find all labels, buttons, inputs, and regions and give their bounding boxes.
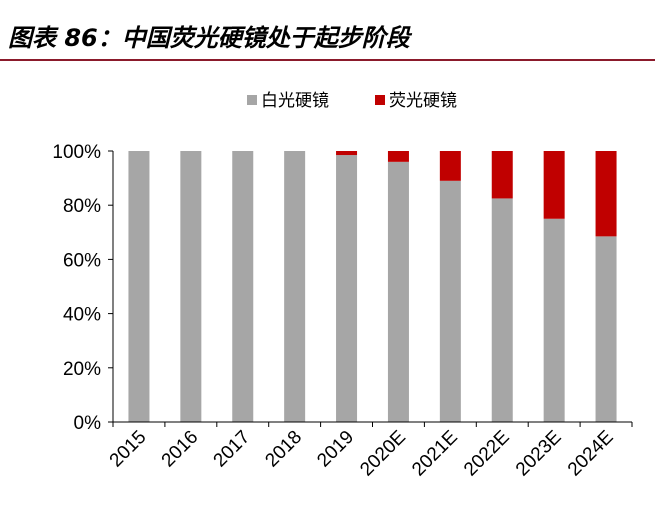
x-tick-label: 2018 bbox=[261, 427, 306, 472]
legend-swatch-2 bbox=[375, 95, 385, 105]
x-tick-label: 2024E bbox=[564, 427, 618, 481]
x-axis: 2015 2016 2017 2018 20192020E2021E2022E2023E… bbox=[106, 421, 633, 481]
bar-fluorescent-lens-2023E bbox=[543, 151, 565, 219]
bar-fluorescent-lens-2020E bbox=[387, 151, 409, 162]
y-tick-label: 0% bbox=[74, 413, 102, 434]
legend-label-2: 荧光硬镜 bbox=[389, 91, 457, 111]
x-tick-label: 2016 bbox=[158, 427, 203, 472]
bar-white-lens-2024E bbox=[595, 236, 617, 422]
x-tick-label: 2017 bbox=[210, 427, 255, 472]
y-axis: 0% 20% 40% 60% 80% 100% bbox=[52, 142, 114, 434]
x-tick-label: 2023E bbox=[512, 427, 566, 481]
bar-white-lens-2022E bbox=[491, 198, 513, 422]
bar-white-lens-2019 bbox=[336, 155, 358, 422]
bar-white-lens-2015 bbox=[128, 151, 150, 422]
bar-white-lens-2016 bbox=[180, 151, 202, 422]
x-tick-label: 2020E bbox=[356, 427, 410, 481]
x-tick-label: 2019 bbox=[313, 427, 358, 472]
bar-white-lens-2018 bbox=[284, 151, 306, 422]
bar-fluorescent-lens-2024E bbox=[595, 151, 617, 237]
figure-title: 图表 86：中国荧光硬镜处于起步阶段 bbox=[8, 24, 410, 52]
title-divider bbox=[0, 59, 655, 61]
y-tick-label: 60% bbox=[63, 250, 101, 271]
x-tick-label: 2021E bbox=[408, 427, 462, 481]
bar-fluorescent-lens-2021E bbox=[439, 151, 461, 181]
x-tick-label: 2015 bbox=[106, 427, 151, 472]
x-tick-label: 2022E bbox=[460, 427, 514, 481]
bar-fluorescent-lens-2022E bbox=[491, 151, 513, 199]
y-tick-label: 100% bbox=[52, 142, 101, 163]
legend-label-1: 白光硬镜 bbox=[261, 91, 329, 111]
title-bar: 图表 86：中国荧光硬镜处于起步阶段 bbox=[0, 0, 655, 61]
legend: 白光硬镜 荧光硬镜 bbox=[247, 91, 457, 111]
y-tick-label: 20% bbox=[63, 359, 101, 380]
bars bbox=[128, 151, 617, 422]
bar-white-lens-2017 bbox=[232, 151, 254, 422]
y-tick-label: 40% bbox=[63, 305, 101, 326]
legend-swatch-1 bbox=[247, 95, 257, 105]
bar-white-lens-2021E bbox=[439, 180, 461, 422]
bar-fluorescent-lens-2019 bbox=[336, 151, 358, 156]
y-tick-label: 80% bbox=[63, 196, 101, 217]
bar-white-lens-2020E bbox=[387, 161, 409, 422]
bar-white-lens-2023E bbox=[543, 218, 565, 422]
